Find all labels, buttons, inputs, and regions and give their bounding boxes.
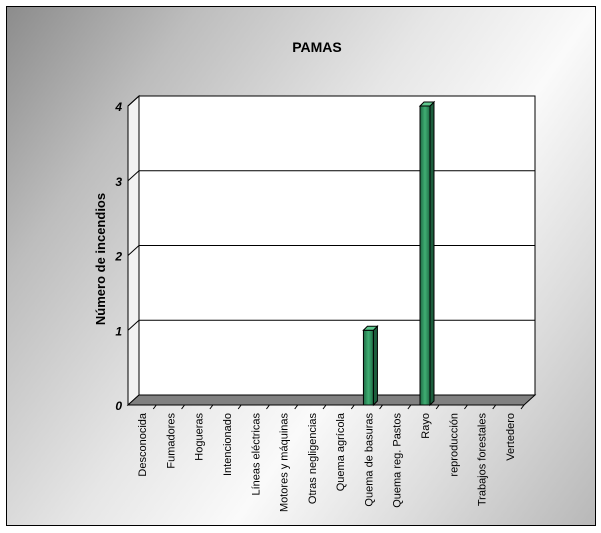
x-tick-label: Hogueras [194,413,206,461]
y-tick-label: 4 [114,100,122,114]
x-tick-label: Líneas eléctricas [250,413,262,496]
x-tick-mark [520,404,525,410]
x-tick-mark [350,404,355,410]
x-tick-mark [322,404,327,410]
bar-side [429,100,435,407]
x-tick-mark [492,404,497,410]
x-tick-mark [464,404,468,410]
chart-title: PAMAS [292,39,342,55]
gridline-side [127,95,140,107]
x-tick-mark [407,404,412,410]
y-tick-label: 2 [114,250,122,264]
x-tick-mark [266,404,270,410]
gridline-side [127,319,140,331]
x-tick-label: Trabajos forestales [477,413,489,507]
bar [419,105,431,406]
x-tick-mark [435,404,440,410]
x-tick-label: Motores y máquinas [279,413,291,513]
x-tick-mark [181,404,185,410]
x-tick-label: Otras negligencias [307,413,319,505]
plot-floor [126,394,537,406]
bar [362,329,374,406]
x-tick-label: Quema reg. Pastos [392,413,404,508]
gridline-side [127,170,140,182]
chart-frame: PAMAS 0 1 2 3 4 Desconocida Fumadores Hogueras I… [6,6,596,526]
x-tick-mark [294,404,299,410]
y-tick-label: 3 [115,175,122,189]
gridline-side [127,245,140,256]
bar-top [418,101,436,107]
x-tick-label: Quema agrícola [335,412,347,491]
x-tick-mark [379,404,383,410]
x-tick-label: Quema de basuras [363,413,375,507]
bar-side [372,325,378,407]
x-tick-mark [152,404,157,410]
bar-top [362,325,379,331]
x-tick-label: Vertedero [505,413,517,461]
x-tick-label: Intencionado [222,413,234,476]
x-tick-mark [209,404,214,410]
x-tick-label: Desconocida [137,412,149,476]
y-tick-label: 0 [115,399,122,413]
plot-area: 0 1 2 3 4 Desconocida Fumadores Hogueras Intenci… [114,94,537,513]
x-tick-mark [237,404,242,410]
x-tick-label: Rayo [420,413,432,439]
bar-chart: PAMAS 0 1 2 3 4 Desconocida Fumadores Hogueras I… [93,39,537,513]
x-tick-label: reproducción [448,413,460,477]
y-axis-label: Número de incendios [93,193,108,325]
y-tick-label: 1 [115,324,122,338]
x-tick-label: Fumadores [165,413,177,469]
